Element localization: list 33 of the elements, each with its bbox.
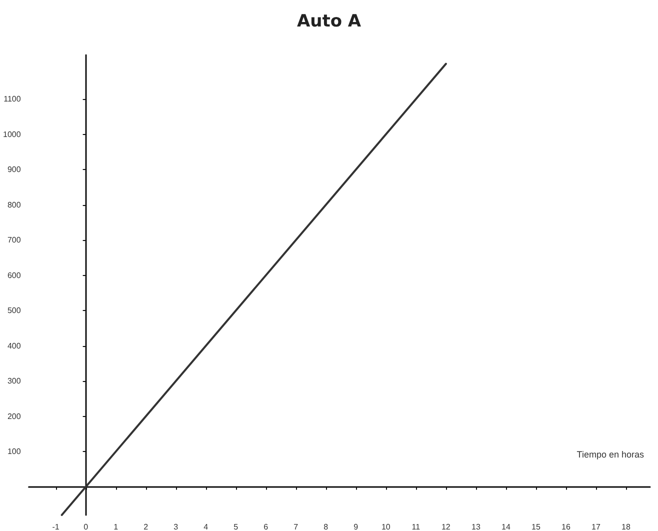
x-tick-label: 8 <box>324 522 329 531</box>
x-tick-label: 18 <box>622 522 631 531</box>
x-tick-label: 0 <box>84 522 89 531</box>
x-tick-label: 10 <box>381 522 391 531</box>
x-tick-label: -1 <box>52 522 60 531</box>
chart-title: Auto A <box>296 12 362 32</box>
x-tick-label: 17 <box>592 522 601 531</box>
x-tick-label: 2 <box>144 522 149 531</box>
x-tick-label: 6 <box>264 522 269 531</box>
y-tick-label: 700 <box>7 236 22 245</box>
x-tick-label: 9 <box>354 522 359 531</box>
x-tick-label: 1 <box>114 522 119 531</box>
x-axis-title: Tiempo en horas <box>576 449 644 460</box>
x-tick-label: 5 <box>234 522 239 531</box>
x-tick-label: 11 <box>412 522 421 531</box>
y-tick-label: 1000 <box>3 130 22 139</box>
x-tick-label: 3 <box>174 522 179 531</box>
y-tick-label: 900 <box>7 165 22 174</box>
x-tick-label: 7 <box>294 522 299 531</box>
x-tick-label: 14 <box>502 522 511 531</box>
y-tick-label: 100 <box>7 447 22 456</box>
y-tick-label: 300 <box>7 376 22 386</box>
y-tick-label: 800 <box>7 200 22 210</box>
x-tick-label: 12 <box>441 522 451 531</box>
y-tick-label: 500 <box>7 306 22 316</box>
y-tick-label: 200 <box>7 412 22 421</box>
x-tick-label: 13 <box>471 522 481 531</box>
y-tick-label: 600 <box>7 270 22 280</box>
y-tick-label: 1100 <box>4 94 22 104</box>
x-tick-label: 16 <box>562 522 571 531</box>
x-tick-label: 4 <box>204 522 209 531</box>
x-tick-label: 15 <box>532 522 541 531</box>
y-tick-label: 400 <box>7 341 22 350</box>
